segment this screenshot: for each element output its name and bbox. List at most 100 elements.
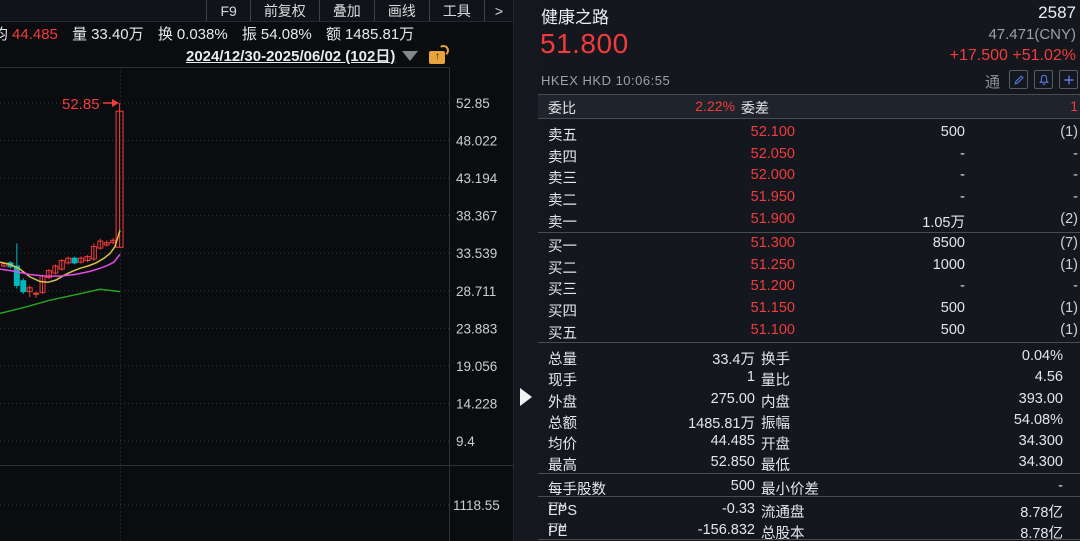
inner-lot-value: 393.00: [1018, 390, 1063, 407]
toolbar-button-tools[interactable]: 工具: [428, 0, 484, 21]
lot-size-section: 每手股数 500 最小价差 -: [538, 476, 1080, 498]
volume-ratio-label: 量比: [761, 373, 790, 390]
weibi-row: 委比 2.22% 委差 1: [538, 95, 1080, 118]
divider-line: [538, 342, 1080, 343]
weicha-label: 委差: [741, 100, 769, 116]
panel-divider[interactable]: [513, 0, 539, 541]
buy-5-price: 51.100: [750, 321, 795, 338]
eps-ttm-superscript: TTM: [548, 501, 567, 511]
stats-row-high-low: 最高 52.850 最低 34.300: [538, 452, 1080, 475]
current-lot-value: 1: [746, 369, 755, 386]
buy-2-count: (1): [1060, 256, 1078, 273]
svg-text:23.883: 23.883: [456, 321, 497, 336]
unlock-icon[interactable]: ↑: [429, 43, 451, 64]
divider-line: [538, 539, 1080, 540]
lot-size-label: 每手股数: [548, 482, 606, 498]
svg-text:1118.55: 1118.55: [453, 498, 500, 513]
sell-5-volume: 500: [940, 124, 965, 140]
buy-5-row[interactable]: 买五 51.100 500 (1): [538, 320, 1080, 342]
sell-5-row[interactable]: 卖五 52.100 500 (1): [538, 122, 1080, 144]
lock-arrow-glyph: ↑: [434, 51, 440, 62]
sell-1-row[interactable]: 卖一 51.900 1.05万 (2): [538, 209, 1080, 231]
total-volume-value: 33.4万: [712, 352, 755, 368]
chevron-down-icon[interactable]: [402, 51, 419, 61]
sell-1-label: 卖一: [548, 214, 577, 231]
amount-value: 1485.81万: [344, 26, 415, 43]
sell-2-count: -: [1073, 189, 1078, 206]
sell-4-volume: -: [960, 145, 965, 162]
amount-label: 额: [325, 26, 341, 43]
pe-ttm-superscript: TTM: [548, 522, 567, 533]
buy-2-price: 51.250: [750, 256, 795, 273]
intraday-stat-bar: 均 44.485 量 33.40万 换 0.038% 振 54.08% 额 1485.81…: [0, 23, 553, 43]
price-change: +17.500 +51.02%: [949, 47, 1076, 64]
amplitude-label: 振: [241, 26, 257, 43]
sell-4-row[interactable]: 卖四 52.050 - -: [538, 144, 1080, 166]
pe-row: PE TTM -156.832 总股本 8.78亿: [538, 520, 1080, 541]
buy-1-price: 51.300: [750, 235, 795, 251]
toolbar-button-overlay[interactable]: 叠加: [318, 0, 374, 21]
buy-2-volume: 1000: [932, 256, 965, 273]
lot-size-row: 每手股数 500 最小价差 -: [538, 476, 1080, 498]
toolbar-button-f9[interactable]: F9: [206, 0, 249, 21]
weibi-label: 委比: [548, 100, 576, 116]
stock-name: 健康之路: [541, 8, 609, 27]
volume-value: 33.40万: [91, 26, 144, 43]
min-spread-label: 最小价差: [761, 482, 819, 498]
divider-line: [538, 94, 1080, 95]
low-price-label: 最低: [761, 458, 790, 475]
sell-2-row[interactable]: 卖二 51.950 - -: [538, 187, 1080, 209]
sell-4-count: -: [1073, 145, 1078, 162]
volume-ratio-value: 4.56: [1034, 369, 1063, 386]
stats-row-amount: 总额 1485.81万 振幅 54.08%: [538, 410, 1080, 432]
buy-4-row[interactable]: 买四 51.150 500 (1): [538, 298, 1080, 320]
quote-panel: 健康之路 2587 51.800 47.471(CNY) +17.500 +51…: [538, 0, 1080, 541]
eps-value: -0.33: [721, 501, 755, 517]
float-shares-value: 8.78亿: [1020, 505, 1063, 521]
add-to-watchlist-icon[interactable]: [1059, 70, 1078, 89]
high-price-value: 52.850: [710, 454, 755, 471]
buy-1-row[interactable]: 买一 51.300 8500 (7): [538, 233, 1080, 255]
sell-3-volume: -: [960, 167, 965, 184]
toolbar-button-forward-adjust[interactable]: 前复权: [249, 0, 319, 21]
float-shares-label: 流通盘: [761, 505, 805, 521]
collapse-panel-arrow-icon[interactable]: [520, 388, 532, 406]
sell-3-row[interactable]: 卖三 52.000 - -: [538, 165, 1080, 187]
stats-grid: 总量 33.4万 换手 0.04% 现手 1 量比 4.56 外盘 275.00 内盘 393.0…: [538, 346, 1080, 474]
buy-1-volume: 8500: [932, 235, 965, 251]
stats-row-current: 现手 1 量比 4.56: [538, 367, 1080, 390]
stats-row-volume: 总量 33.4万 换手 0.04%: [538, 346, 1080, 368]
svg-text:28.711: 28.711: [456, 284, 496, 299]
buy-4-label: 买四: [548, 304, 577, 321]
chart-toolbar: F9 前复权 叠加 画线 工具 >: [0, 0, 513, 22]
alert-bell-icon[interactable]: [1034, 70, 1053, 89]
sell-1-count: (2): [1060, 210, 1078, 227]
divider-line: [538, 496, 1080, 497]
sell-1-price: 51.900: [750, 210, 795, 227]
toolbar-button-draw-line[interactable]: 画线: [373, 0, 429, 21]
date-range-selector[interactable]: 2024/12/30-2025/06/02 (102日): [186, 47, 396, 65]
buy-order-book: 买一 51.300 8500 (7) 买二 51.250 1000 (1) 买三 51.200…: [538, 233, 1080, 342]
kline-chart[interactable]: 52.85 48.022 43.194 38.367 33.539 28.711 23.88…: [0, 0, 537, 541]
eps-row: EPS TTM -0.33 流通盘 8.78亿: [538, 499, 1080, 521]
inner-lot-label: 内盘: [761, 394, 790, 411]
edit-icon[interactable]: [1009, 70, 1028, 89]
buy-5-count: (1): [1060, 321, 1078, 338]
svg-text:9.4: 9.4: [456, 434, 475, 449]
sell-3-label: 卖三: [548, 171, 577, 188]
avg-price-stat-value: 44.485: [710, 433, 755, 450]
buy-3-row[interactable]: 买三 51.200 - -: [538, 276, 1080, 298]
sell-5-count: (1): [1060, 124, 1078, 140]
avg-price-label: 均: [0, 26, 9, 43]
amplitude-stat-value: 54.08%: [1013, 411, 1063, 428]
buy-1-label: 买一: [548, 239, 577, 255]
turnover-label: 换: [157, 26, 173, 43]
buy-3-count: -: [1073, 278, 1078, 295]
buy-4-volume: 500: [940, 300, 965, 317]
chart-panel: 52.85 48.022 43.194 38.367 33.539 28.711 23.88…: [0, 0, 537, 541]
toolbar-button-more[interactable]: >: [483, 0, 513, 21]
turnover-rate-label: 换手: [761, 352, 790, 368]
buy-2-row[interactable]: 买二 51.250 1000 (1): [538, 255, 1080, 277]
total-shares-label: 总股本: [761, 526, 805, 541]
